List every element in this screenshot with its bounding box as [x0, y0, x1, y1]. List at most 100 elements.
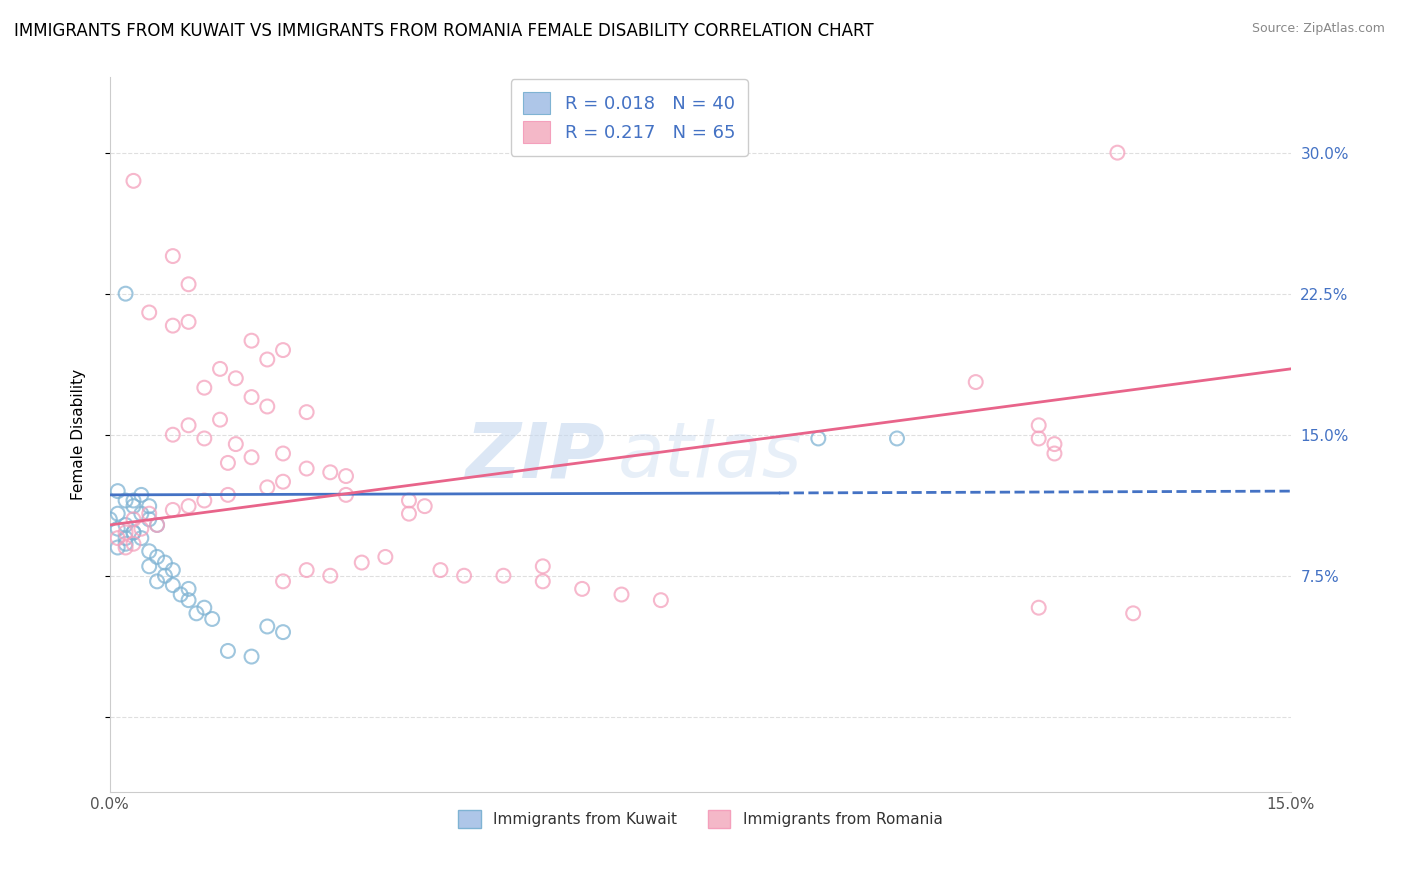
Point — [122, 174, 145, 188]
Point — [610, 588, 633, 602]
Point — [98, 512, 121, 526]
Point — [492, 568, 515, 582]
Point — [193, 432, 215, 446]
Point — [177, 418, 200, 433]
Point — [429, 563, 451, 577]
Point — [886, 432, 908, 446]
Point — [153, 556, 176, 570]
Text: IMMIGRANTS FROM KUWAIT VS IMMIGRANTS FROM ROMANIA FEMALE DISABILITY CORRELATION : IMMIGRANTS FROM KUWAIT VS IMMIGRANTS FRO… — [14, 22, 873, 40]
Point — [138, 305, 160, 319]
Point — [398, 507, 420, 521]
Point — [146, 574, 169, 589]
Point — [107, 531, 129, 545]
Point — [114, 518, 136, 533]
Point — [413, 499, 436, 513]
Point — [122, 525, 145, 540]
Point — [271, 343, 294, 357]
Point — [193, 600, 215, 615]
Point — [1043, 446, 1066, 460]
Point — [177, 315, 200, 329]
Point — [256, 400, 278, 414]
Point — [162, 318, 184, 333]
Point — [256, 480, 278, 494]
Point — [531, 559, 554, 574]
Point — [131, 488, 153, 502]
Point — [225, 371, 247, 385]
Point — [240, 334, 263, 348]
Point — [225, 437, 247, 451]
Point — [107, 484, 129, 499]
Point — [650, 593, 672, 607]
Text: ZIP: ZIP — [465, 419, 606, 493]
Point — [335, 469, 357, 483]
Point — [114, 537, 136, 551]
Point — [162, 249, 184, 263]
Text: atlas: atlas — [617, 419, 801, 493]
Point — [114, 531, 136, 545]
Point — [122, 493, 145, 508]
Point — [122, 525, 145, 540]
Point — [1043, 437, 1066, 451]
Point — [177, 277, 200, 292]
Point — [256, 619, 278, 633]
Point — [170, 588, 193, 602]
Point — [319, 465, 342, 479]
Point — [217, 644, 239, 658]
Legend: Immigrants from Kuwait, Immigrants from Romania: Immigrants from Kuwait, Immigrants from … — [451, 804, 949, 834]
Point — [177, 593, 200, 607]
Point — [138, 559, 160, 574]
Point — [122, 499, 145, 513]
Point — [217, 488, 239, 502]
Point — [146, 518, 169, 533]
Point — [271, 475, 294, 489]
Point — [209, 362, 232, 376]
Point — [114, 493, 136, 508]
Point — [295, 563, 318, 577]
Point — [131, 531, 153, 545]
Point — [1028, 600, 1050, 615]
Point — [374, 549, 396, 564]
Point — [965, 375, 987, 389]
Point — [1028, 432, 1050, 446]
Point — [146, 518, 169, 533]
Point — [122, 537, 145, 551]
Point — [153, 568, 176, 582]
Point — [162, 578, 184, 592]
Point — [138, 512, 160, 526]
Point — [107, 541, 129, 555]
Point — [295, 461, 318, 475]
Point — [193, 381, 215, 395]
Point — [1122, 607, 1144, 621]
Point — [114, 286, 136, 301]
Point — [114, 525, 136, 540]
Point — [271, 625, 294, 640]
Point — [271, 574, 294, 589]
Point — [131, 507, 153, 521]
Y-axis label: Female Disability: Female Disability — [72, 369, 86, 500]
Point — [162, 563, 184, 577]
Point — [162, 503, 184, 517]
Point — [146, 549, 169, 564]
Point — [240, 450, 263, 465]
Point — [209, 412, 232, 426]
Point — [453, 568, 475, 582]
Point — [271, 446, 294, 460]
Point — [1107, 145, 1129, 160]
Point — [201, 612, 224, 626]
Point — [138, 507, 160, 521]
Point — [335, 488, 357, 502]
Point — [114, 541, 136, 555]
Point — [217, 456, 239, 470]
Point — [295, 405, 318, 419]
Point — [107, 507, 129, 521]
Point — [398, 493, 420, 508]
Point — [122, 512, 145, 526]
Point — [350, 556, 373, 570]
Point — [256, 352, 278, 367]
Point — [177, 499, 200, 513]
Point — [131, 522, 153, 536]
Point — [138, 544, 160, 558]
Point — [177, 582, 200, 596]
Point — [531, 574, 554, 589]
Point — [162, 427, 184, 442]
